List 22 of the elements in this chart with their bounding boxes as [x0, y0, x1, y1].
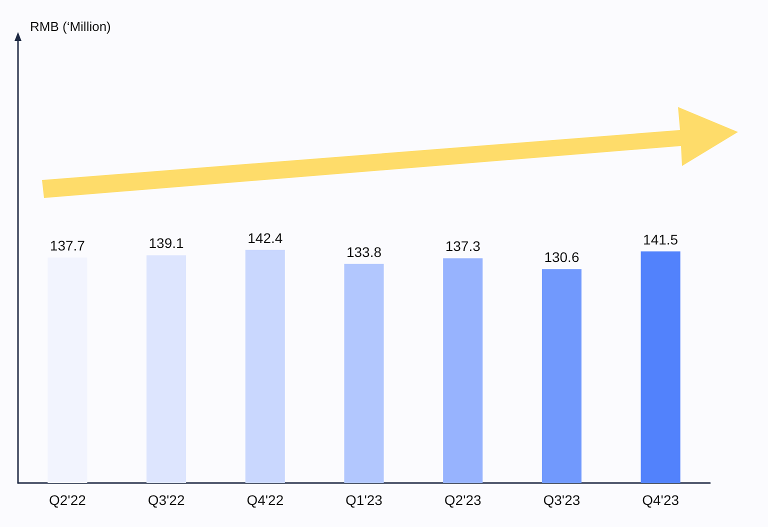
data-label: 141.5 — [643, 231, 678, 248]
bar — [640, 251, 680, 483]
bar — [443, 258, 483, 483]
x-tick-label: Q4'23 — [642, 492, 680, 508]
data-label: 137.3 — [445, 238, 481, 254]
bar — [146, 255, 186, 483]
data-label: 130.6 — [544, 249, 580, 266]
data-label: 137.7 — [50, 238, 86, 254]
bar — [542, 269, 582, 483]
x-tick-label: Q2'22 — [48, 492, 86, 508]
x-tick-label: Q4'22 — [246, 492, 284, 508]
x-tick-label: Q2'23 — [444, 492, 482, 508]
x-tick-label: Q3'22 — [148, 492, 185, 508]
bar — [245, 250, 285, 483]
text: RMB (‘Million) — [30, 19, 111, 34]
x-tick-label: Q3'23 — [543, 492, 580, 508]
bar — [48, 258, 88, 483]
data-label: 142.4 — [248, 230, 283, 246]
x-tick-label: Q1'23 — [346, 492, 383, 508]
data-label: 133.8 — [346, 244, 382, 260]
data-label: 139.1 — [148, 235, 184, 252]
bar — [344, 264, 384, 483]
